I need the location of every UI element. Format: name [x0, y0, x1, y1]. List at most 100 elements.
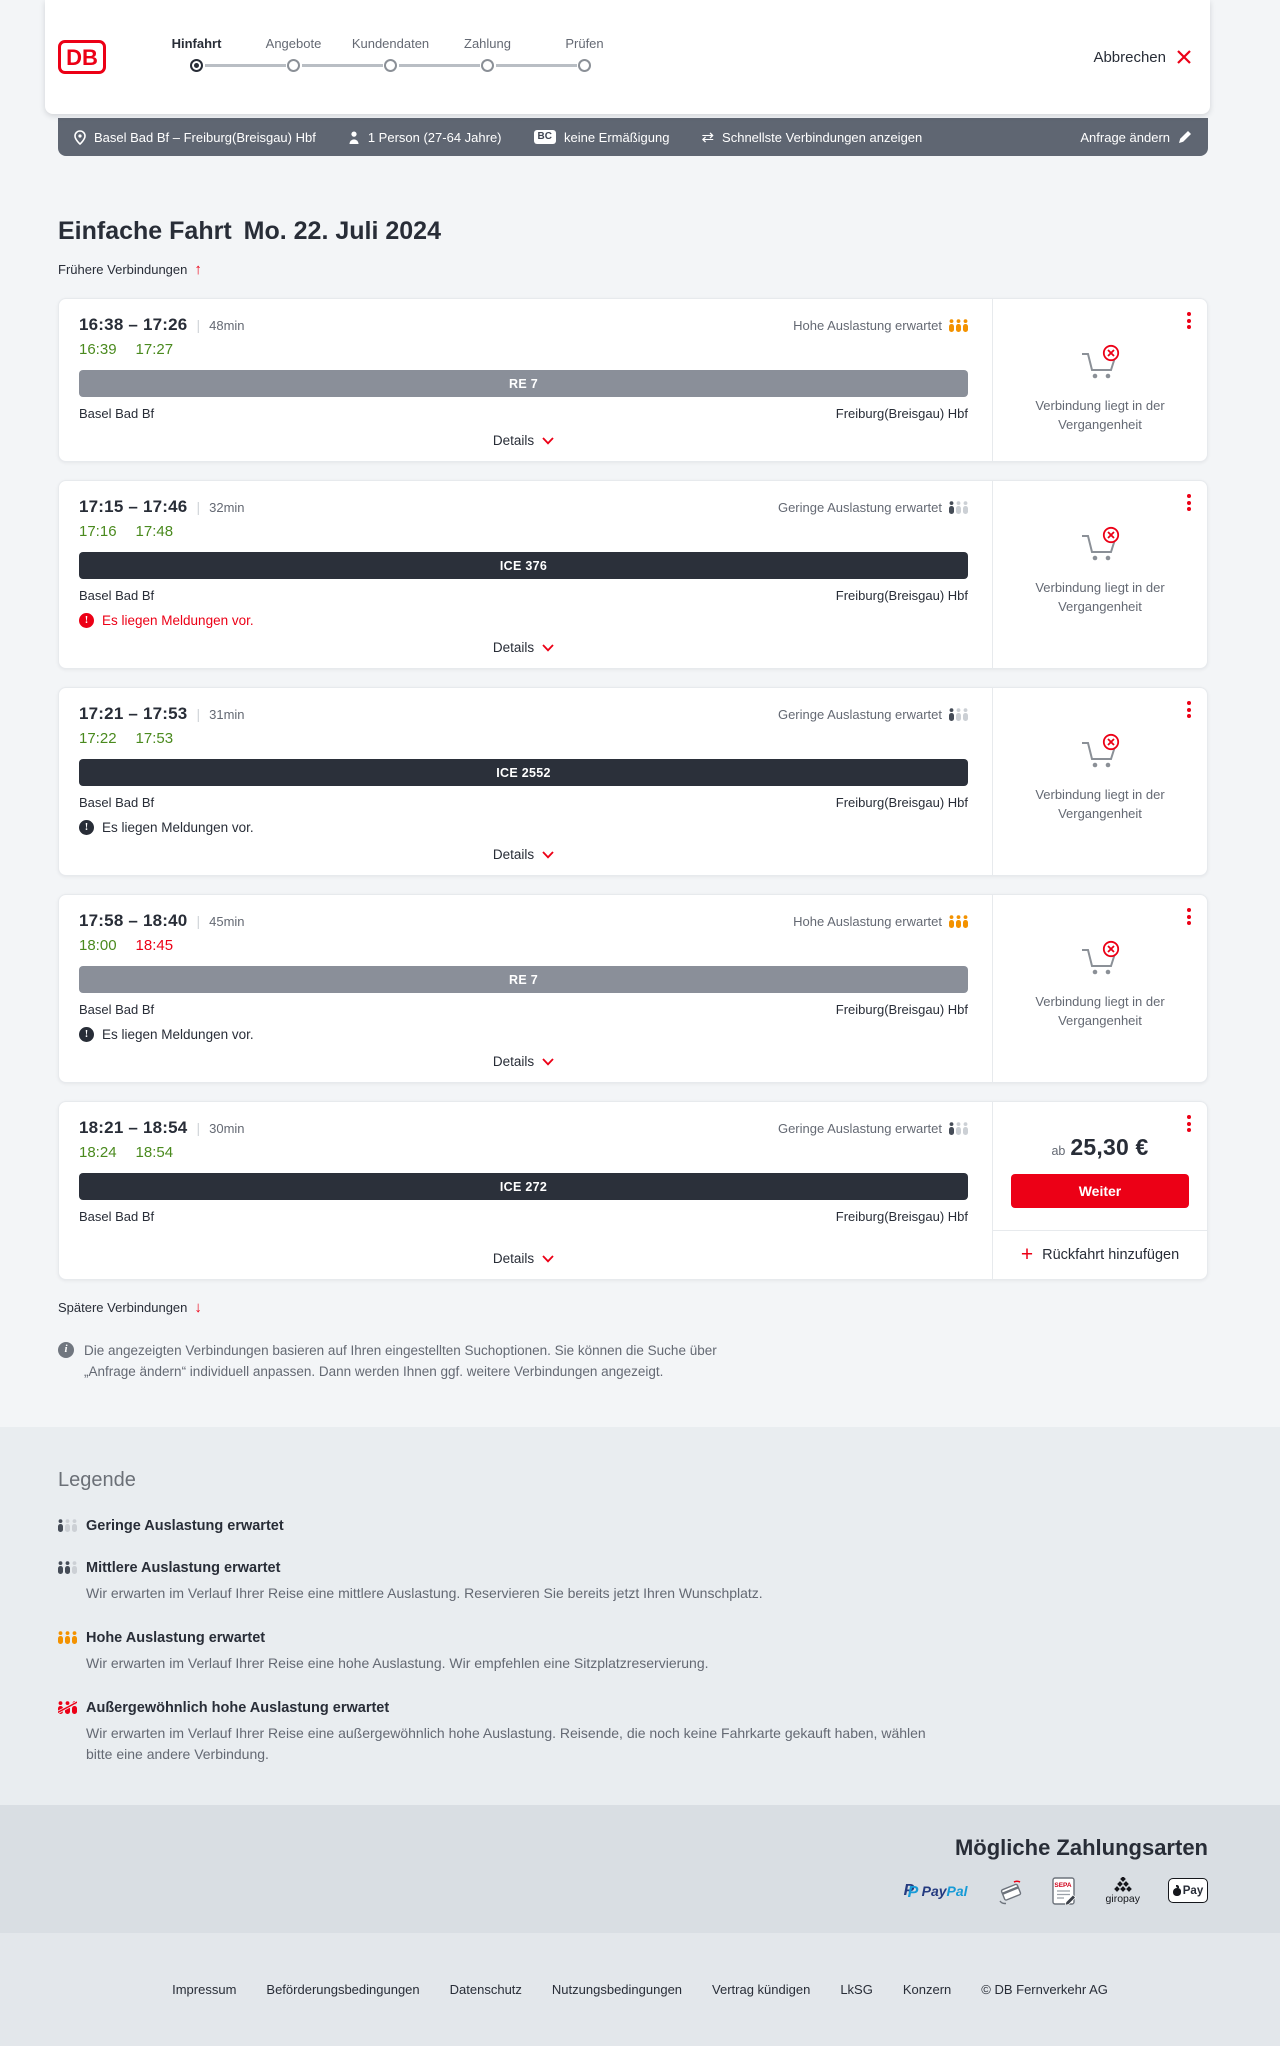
details-toggle[interactable]: Details	[79, 433, 968, 448]
db-logo-icon: DB	[58, 40, 106, 74]
info-text: Die angezeigten Verbindungen basieren au…	[84, 1343, 717, 1379]
more-options-icon[interactable]	[1184, 491, 1194, 514]
edit-request-label: Anfrage ändern	[1080, 129, 1170, 145]
results-main: Einfache Fahrt Mo. 22. Juli 2024 Frühere …	[58, 216, 1208, 1383]
origin-station: Basel Bad Bf	[79, 406, 155, 421]
actual-arrival-delayed: 18:45	[135, 937, 174, 954]
footer-links: Impressum Beförderungsbedingungen Datens…	[172, 1982, 1108, 1997]
more-options-icon[interactable]	[1184, 1112, 1194, 1135]
messages-warning: ! Es liegen Meldungen vor.	[79, 1027, 968, 1042]
pencil-icon	[1179, 131, 1191, 143]
duration: 32min	[209, 500, 245, 515]
details-label: Details	[492, 1251, 535, 1266]
chevron-down-icon	[542, 1057, 554, 1066]
destination-station: Freiburg(Breisgau) Hbf	[835, 406, 968, 421]
train-name: RE 7	[509, 376, 538, 391]
duration: 48min	[209, 318, 245, 333]
edit-request-button[interactable]: Anfrage ändern	[1080, 130, 1192, 145]
step-dot-active	[190, 59, 203, 72]
more-options-icon[interactable]	[1184, 905, 1194, 928]
details-toggle[interactable]: Details	[79, 640, 968, 655]
train-segment-bar[interactable]: RE 7	[79, 370, 968, 397]
train-segment-bar[interactable]: ICE 376	[79, 552, 968, 579]
later-connections-link[interactable]: Spätere Verbindungen ↓	[58, 1300, 202, 1315]
step-label: Angebote	[265, 36, 322, 51]
connection-summary: 18:21 – 18:54 | 30min Geringe Auslastung…	[79, 1118, 968, 1266]
discount-summary: BC keine Ermäßigung	[533, 130, 669, 145]
step-label: Kundendaten	[351, 36, 430, 51]
trip-type: Einfache Fahrt	[58, 217, 232, 245]
bahncard-icon: BC	[533, 130, 556, 144]
step-hinfahrt: Hinfahrt	[148, 36, 286, 72]
more-options-icon[interactable]	[1184, 309, 1194, 332]
step-dot	[384, 59, 397, 72]
past-connection-message: Verbindung liegt in der Vergangenheit	[1035, 398, 1165, 432]
footer-link-befoerderungsbedingungen[interactable]: Beförderungsbedingungen	[266, 1981, 420, 1997]
close-icon	[1177, 50, 1191, 64]
footer-link-lksg[interactable]: LkSG	[840, 1981, 873, 1997]
step-label: Zahlung	[464, 36, 511, 51]
train-segment-bar[interactable]: ICE 272	[79, 1173, 968, 1200]
origin-station: Basel Bad Bf	[79, 1209, 155, 1224]
destination-station: Freiburg(Breisgau) Hbf	[835, 1209, 968, 1224]
train-segment-bar[interactable]: RE 7	[79, 966, 968, 993]
search-options-note: i Die angezeigten Verbindungen basieren …	[58, 1341, 718, 1383]
cancel-button[interactable]: Abbrechen	[1093, 49, 1192, 66]
actual-arrival: 17:53	[135, 730, 174, 747]
connection-card: 17:21 – 17:53 | 31min Geringe Auslastung…	[58, 687, 1208, 876]
past-connection-message: Verbindung liegt in der Vergangenheit	[1035, 994, 1165, 1028]
person-icon	[349, 131, 359, 144]
sepa-icon: SEPA	[1051, 1877, 1076, 1905]
messages-warning: ! Es liegen Meldungen vor.	[79, 820, 968, 835]
connection-list: 16:38 – 17:26 | 48min Hohe Auslastung er…	[58, 298, 1208, 1280]
occupancy-low-icon	[949, 501, 968, 514]
copyright: © DB Fernverkehr AG	[981, 1981, 1108, 1997]
passenger-text: 1 Person (27-64 Jahre)	[367, 129, 502, 145]
past-connection-message: Verbindung liegt in der Vergangenheit	[1035, 787, 1165, 821]
legend-title: Legende	[58, 1468, 136, 1491]
step-dot	[578, 59, 591, 72]
legend-item-description: Wir erwarten im Verlauf Ihrer Reise eine…	[86, 1654, 709, 1671]
booking-panel: ab 25,30 € Weiter + Rückfahrt hinzufügen	[992, 1102, 1207, 1279]
earlier-connections-link[interactable]: Frühere Verbindungen ↑	[58, 262, 202, 277]
booking-panel: Verbindung liegt in der Vergangenheit	[992, 895, 1207, 1082]
footer-link-impressum[interactable]: Impressum	[172, 1981, 237, 1997]
train-segment-bar[interactable]: ICE 2552	[79, 759, 968, 786]
more-options-icon[interactable]	[1184, 698, 1194, 721]
occupancy-middle-icon	[58, 1561, 77, 1575]
chevron-down-icon	[542, 1254, 554, 1263]
occupancy-low-icon	[949, 708, 968, 721]
footer-link-nutzungsbedingungen[interactable]: Nutzungsbedingungen	[551, 1981, 683, 1997]
footer-link-vertrag-kuendigen[interactable]: Vertrag kündigen	[712, 1981, 811, 1997]
legend-section: Legende Geringe Auslastung erwartet Mitt…	[0, 1426, 1280, 1805]
credit-card-icon	[998, 1880, 1021, 1905]
planned-times: 16:38 – 17:26	[79, 315, 188, 334]
footer-link-datenschutz[interactable]: Datenschutz	[449, 1981, 522, 1997]
connection-card: 16:38 – 17:26 | 48min Hohe Auslastung er…	[58, 298, 1208, 462]
later-connections-label: Spätere Verbindungen	[58, 1300, 188, 1315]
actual-departure: 17:22	[79, 730, 117, 747]
payment-title: Mögliche Zahlungsarten	[954, 1834, 1208, 1860]
cart-unavailable-icon	[1082, 526, 1120, 561]
details-toggle[interactable]: Details	[79, 1054, 968, 1069]
details-toggle[interactable]: Details	[79, 847, 968, 862]
cart-unavailable-icon	[1082, 733, 1120, 768]
connection-card: 17:15 – 17:46 | 32min Geringe Auslastung…	[58, 480, 1208, 669]
legend-item-exceptional: Außergewöhnlich hohe Auslastung erwartet…	[58, 1700, 1208, 1765]
duration: 31min	[209, 707, 245, 722]
legend-item-description: Wir erwarten im Verlauf Ihrer Reise eine…	[86, 1724, 926, 1762]
cart-unavailable-icon	[1082, 940, 1120, 975]
legend-item-description: Wir erwarten im Verlauf Ihrer Reise eine…	[86, 1584, 763, 1601]
origin-station: Basel Bad Bf	[79, 795, 155, 810]
legend-item-title: Mittlere Auslastung erwartet	[86, 1559, 281, 1576]
occupancy-indicator: Geringe Auslastung erwartet	[778, 1121, 968, 1136]
add-return-button[interactable]: + Rückfahrt hinzufügen	[993, 1230, 1207, 1279]
details-toggle[interactable]: Details	[79, 1251, 968, 1266]
cancel-label: Abbrechen	[1093, 48, 1166, 66]
weiter-button[interactable]: Weiter	[1011, 1174, 1189, 1208]
progress-stepper: Hinfahrt Angebote Kundendaten Zahlung Pr…	[148, 36, 633, 72]
fastest-connections-toggle[interactable]: ⇄ Schnellste Verbindungen anzeigen	[701, 130, 922, 145]
footer-link-konzern[interactable]: Konzern	[902, 1981, 952, 1997]
